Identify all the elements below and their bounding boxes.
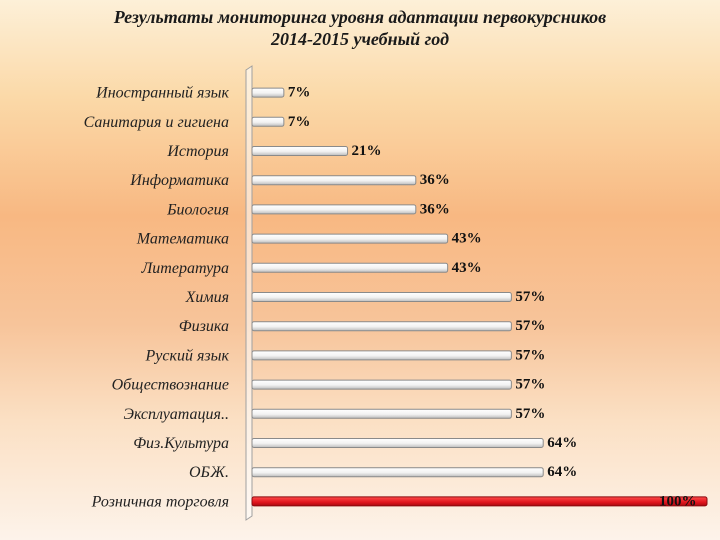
category-label-2: История [166,143,229,160]
chart-title-line-1: Результаты мониторинга уровня адаптации … [113,7,607,27]
value-label-14: 100% [659,493,697,509]
category-label-13: ОБЖ. [189,464,229,481]
bar-4 [251,204,417,215]
category-label-5: Математика [136,231,229,248]
bar-14 [251,496,708,507]
value-label-12: 64% [547,435,577,451]
category-label-6: Литература [140,260,229,277]
bar-0 [251,87,285,98]
bar-13 [251,467,544,478]
value-label-7: 57% [515,289,545,305]
value-label-9: 57% [515,347,545,363]
category-label-3: Информатика [129,172,229,189]
value-axis [245,65,253,521]
bar-11 [251,408,512,419]
category-label-9: Руский язык [145,347,230,364]
value-label-3: 36% [420,172,450,188]
bar-6 [251,262,449,273]
value-label-13: 64% [547,464,577,480]
value-label-10: 57% [515,377,545,393]
value-label-1: 7% [288,114,311,130]
bar-12 [251,438,544,448]
value-label-2: 21% [352,143,382,159]
category-label-1: Санитария и гигиена [84,114,229,131]
bar-1 [251,116,285,127]
bar-5 [251,233,449,244]
category-label-7: Химия [185,289,229,306]
category-label-14: Розничная торговля [91,493,229,510]
category-label-10: Обществознание [112,377,229,394]
value-label-6: 43% [452,260,482,276]
category-label-8: Физика [179,318,229,335]
bar-2 [251,146,349,156]
value-label-4: 36% [420,201,450,217]
category-label-4: Биология [166,201,229,218]
category-label-0: Иностранный язык [95,85,229,102]
bar-9 [251,350,512,361]
category-label-12: Физ.Культура [133,435,229,452]
bar-7 [251,292,512,302]
value-label-5: 43% [452,231,482,247]
bar-10 [251,379,512,390]
value-label-0: 7% [288,85,311,101]
value-label-11: 57% [515,406,545,422]
bar-8 [251,321,512,332]
chart-title-line-2: 2014-2015 учебный год [271,29,449,49]
value-label-8: 57% [515,318,545,334]
bar-3 [251,175,417,186]
category-label-11: Эксплуатация.. [123,406,229,423]
chart-title: Результаты мониторинга уровня адаптации … [0,6,720,50]
